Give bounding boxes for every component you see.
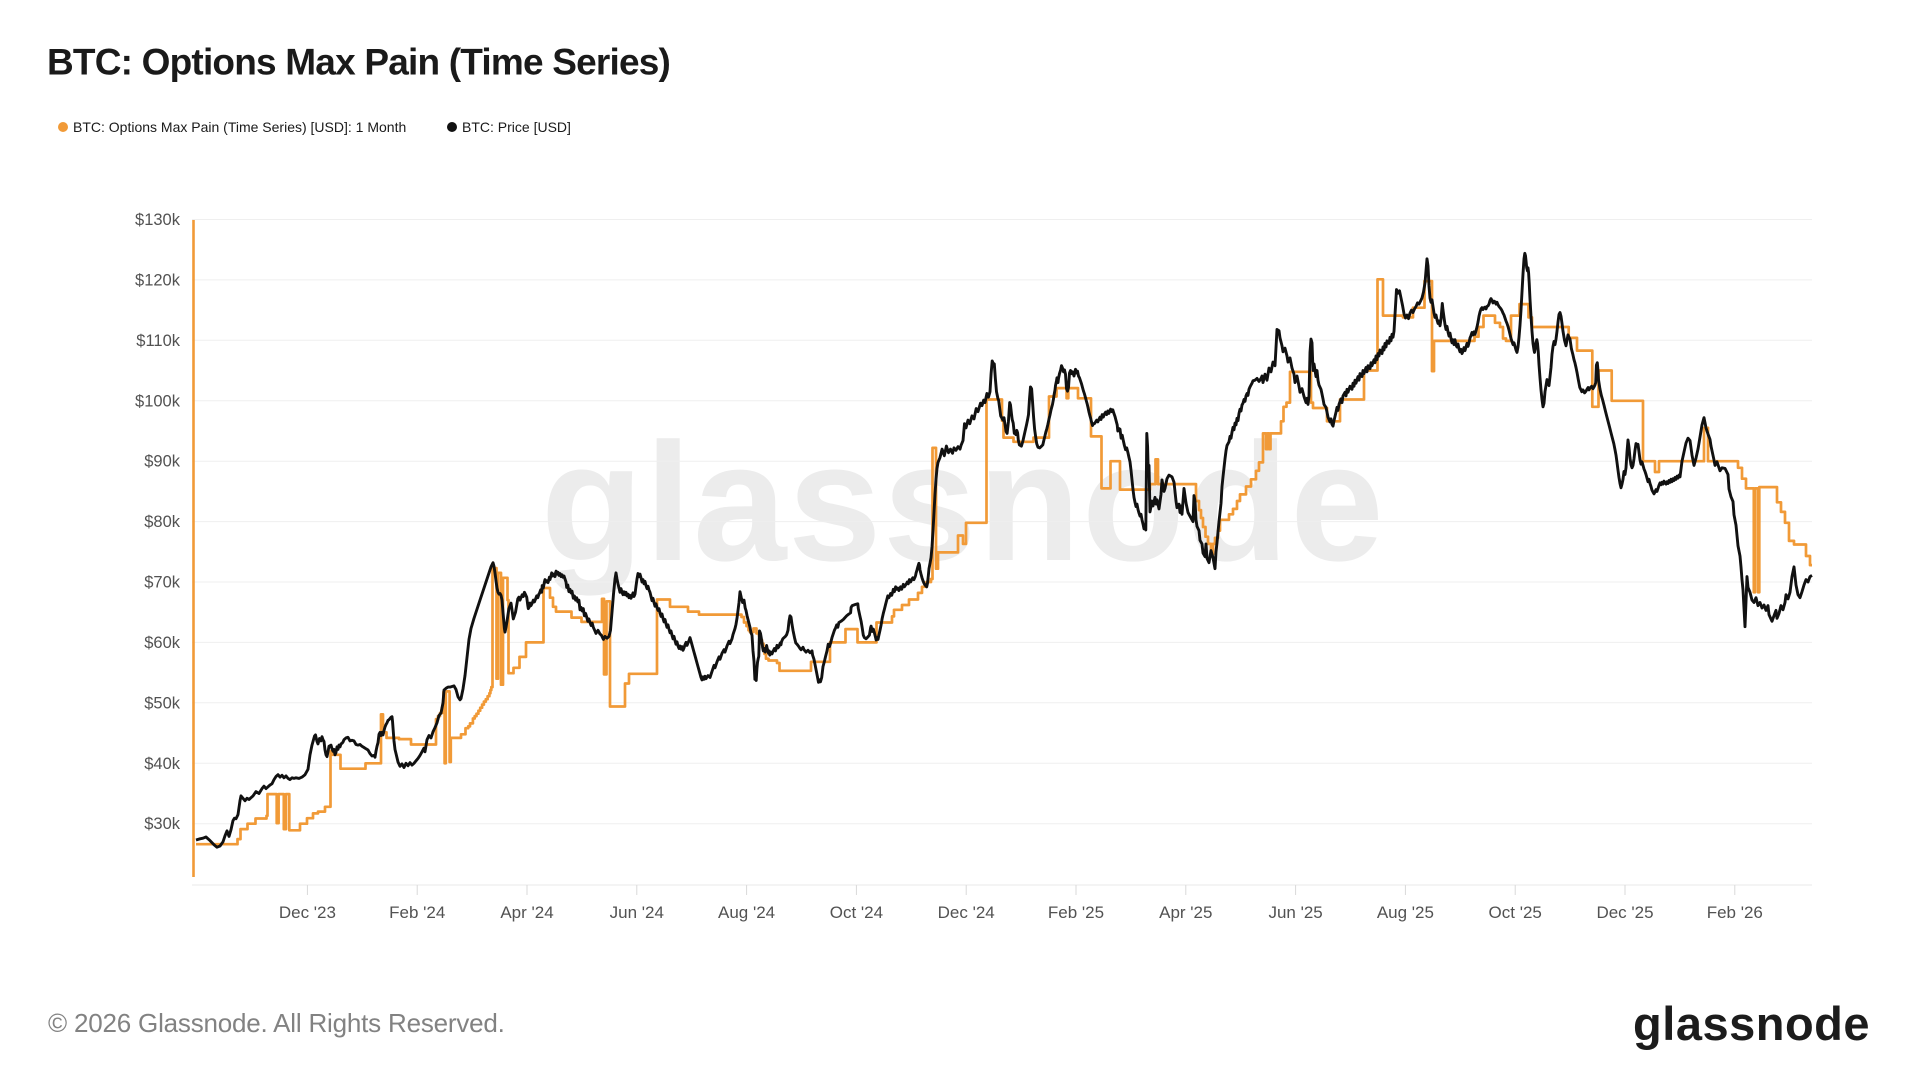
svg-text:Oct '24: Oct '24	[830, 903, 883, 922]
svg-text:$30k: $30k	[144, 815, 181, 833]
svg-text:Jun '25: Jun '25	[1268, 903, 1322, 922]
svg-text:$70k: $70k	[144, 574, 181, 592]
svg-text:$120k: $120k	[135, 271, 181, 289]
svg-text:$100k: $100k	[135, 392, 181, 410]
svg-text:Feb '25: Feb '25	[1048, 903, 1104, 922]
svg-text:$110k: $110k	[136, 332, 180, 350]
svg-text:Feb '26: Feb '26	[1707, 903, 1763, 922]
svg-text:Aug '25: Aug '25	[1377, 903, 1434, 922]
svg-text:$80k: $80k	[144, 513, 181, 531]
svg-text:Dec '25: Dec '25	[1596, 903, 1653, 922]
svg-text:$90k: $90k	[144, 453, 181, 471]
svg-text:$60k: $60k	[144, 634, 181, 652]
svg-text:Feb '24: Feb '24	[389, 903, 445, 922]
svg-text:glassnode: glassnode	[1633, 997, 1870, 1050]
svg-text:Dec '23: Dec '23	[279, 903, 336, 922]
svg-text:BTC: Options Max Pain (Time Se: BTC: Options Max Pain (Time Series) [USD…	[73, 119, 406, 135]
svg-text:Apr '25: Apr '25	[1159, 903, 1212, 922]
svg-text:BTC: Price [USD]: BTC: Price [USD]	[462, 119, 571, 135]
svg-text:Oct '25: Oct '25	[1489, 903, 1542, 922]
svg-text:BTC: Options Max Pain (Time Se: BTC: Options Max Pain (Time Series)	[47, 42, 670, 83]
svg-text:$130k: $130k	[135, 211, 181, 229]
svg-text:$50k: $50k	[144, 694, 181, 712]
svg-text:$40k: $40k	[144, 755, 181, 773]
svg-text:Jun '24: Jun '24	[610, 903, 664, 922]
svg-text:Apr '24: Apr '24	[500, 903, 553, 922]
svg-text:© 2026 Glassnode. All Rights R: © 2026 Glassnode. All Rights Reserved.	[48, 1008, 505, 1038]
svg-text:Aug '24: Aug '24	[718, 903, 775, 922]
svg-text:Dec '24: Dec '24	[938, 903, 995, 922]
